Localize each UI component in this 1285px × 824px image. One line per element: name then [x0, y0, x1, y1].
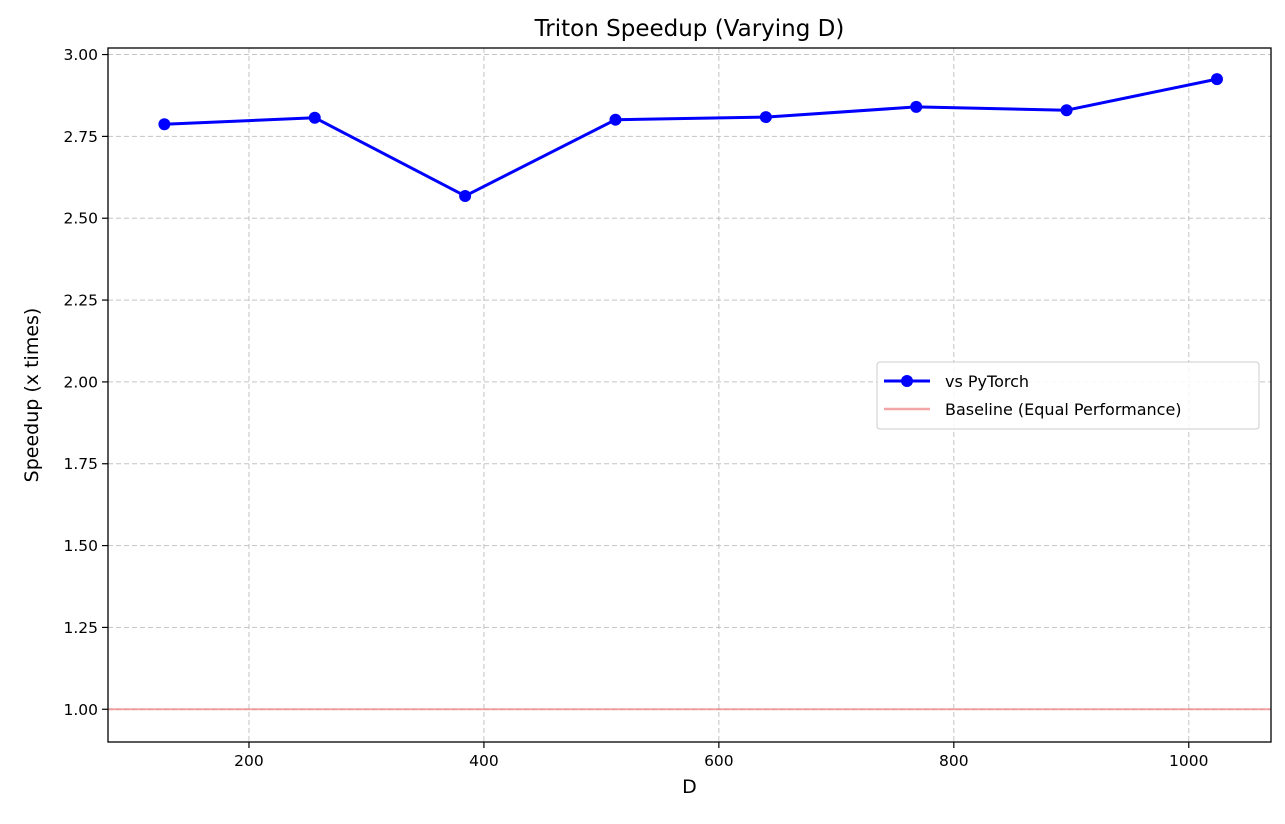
y-tick-label: 3.00	[63, 46, 98, 64]
data-point	[759, 111, 772, 124]
x-tick-label: 800	[939, 752, 969, 770]
legend-marker-vs-pytorch	[901, 375, 913, 387]
series-line-vs-pytorch	[164, 77, 1218, 198]
y-axis-ticks: 1.00 1.25 1.50 1.75 2.00 2.25 2.50 2.75 3.00	[63, 46, 108, 719]
y-tick-label: 2.50	[63, 210, 98, 228]
x-axis-label: D	[682, 776, 697, 798]
data-point	[158, 118, 171, 131]
y-tick-label: 1.50	[63, 537, 98, 555]
x-tick-label: 1000	[1169, 752, 1208, 770]
y-tick-label: 2.75	[63, 128, 98, 146]
data-point	[308, 111, 321, 124]
data-point	[1210, 73, 1223, 86]
x-tick-label: 200	[234, 752, 264, 770]
x-tick-label: 400	[469, 752, 499, 770]
legend-entry-baseline: Baseline (Equal Performance)	[945, 400, 1182, 419]
legend: vs PyTorch Baseline (Equal Performance)	[876, 361, 1260, 430]
y-tick-label: 1.00	[63, 701, 98, 719]
data-point	[910, 100, 923, 113]
y-tick-label: 2.00	[63, 373, 98, 391]
x-axis-ticks: 200 400 600 800 1000	[234, 742, 1208, 770]
data-point	[609, 113, 622, 126]
y-tick-label: 2.25	[63, 292, 98, 310]
y-tick-label: 1.75	[63, 455, 98, 473]
legend-box	[876, 361, 1260, 430]
legend-entry-vs-pytorch: vs PyTorch	[945, 372, 1029, 391]
series-layer	[158, 73, 1223, 202]
plot-frame	[107, 47, 1272, 743]
data-point	[459, 189, 472, 202]
data-point	[1060, 104, 1073, 117]
chart-title: Triton Speedup (Varying D)	[534, 16, 845, 42]
y-axis-label: Speedup (x times)	[21, 308, 43, 483]
y-tick-label: 1.25	[63, 619, 98, 637]
x-tick-label: 600	[704, 752, 734, 770]
